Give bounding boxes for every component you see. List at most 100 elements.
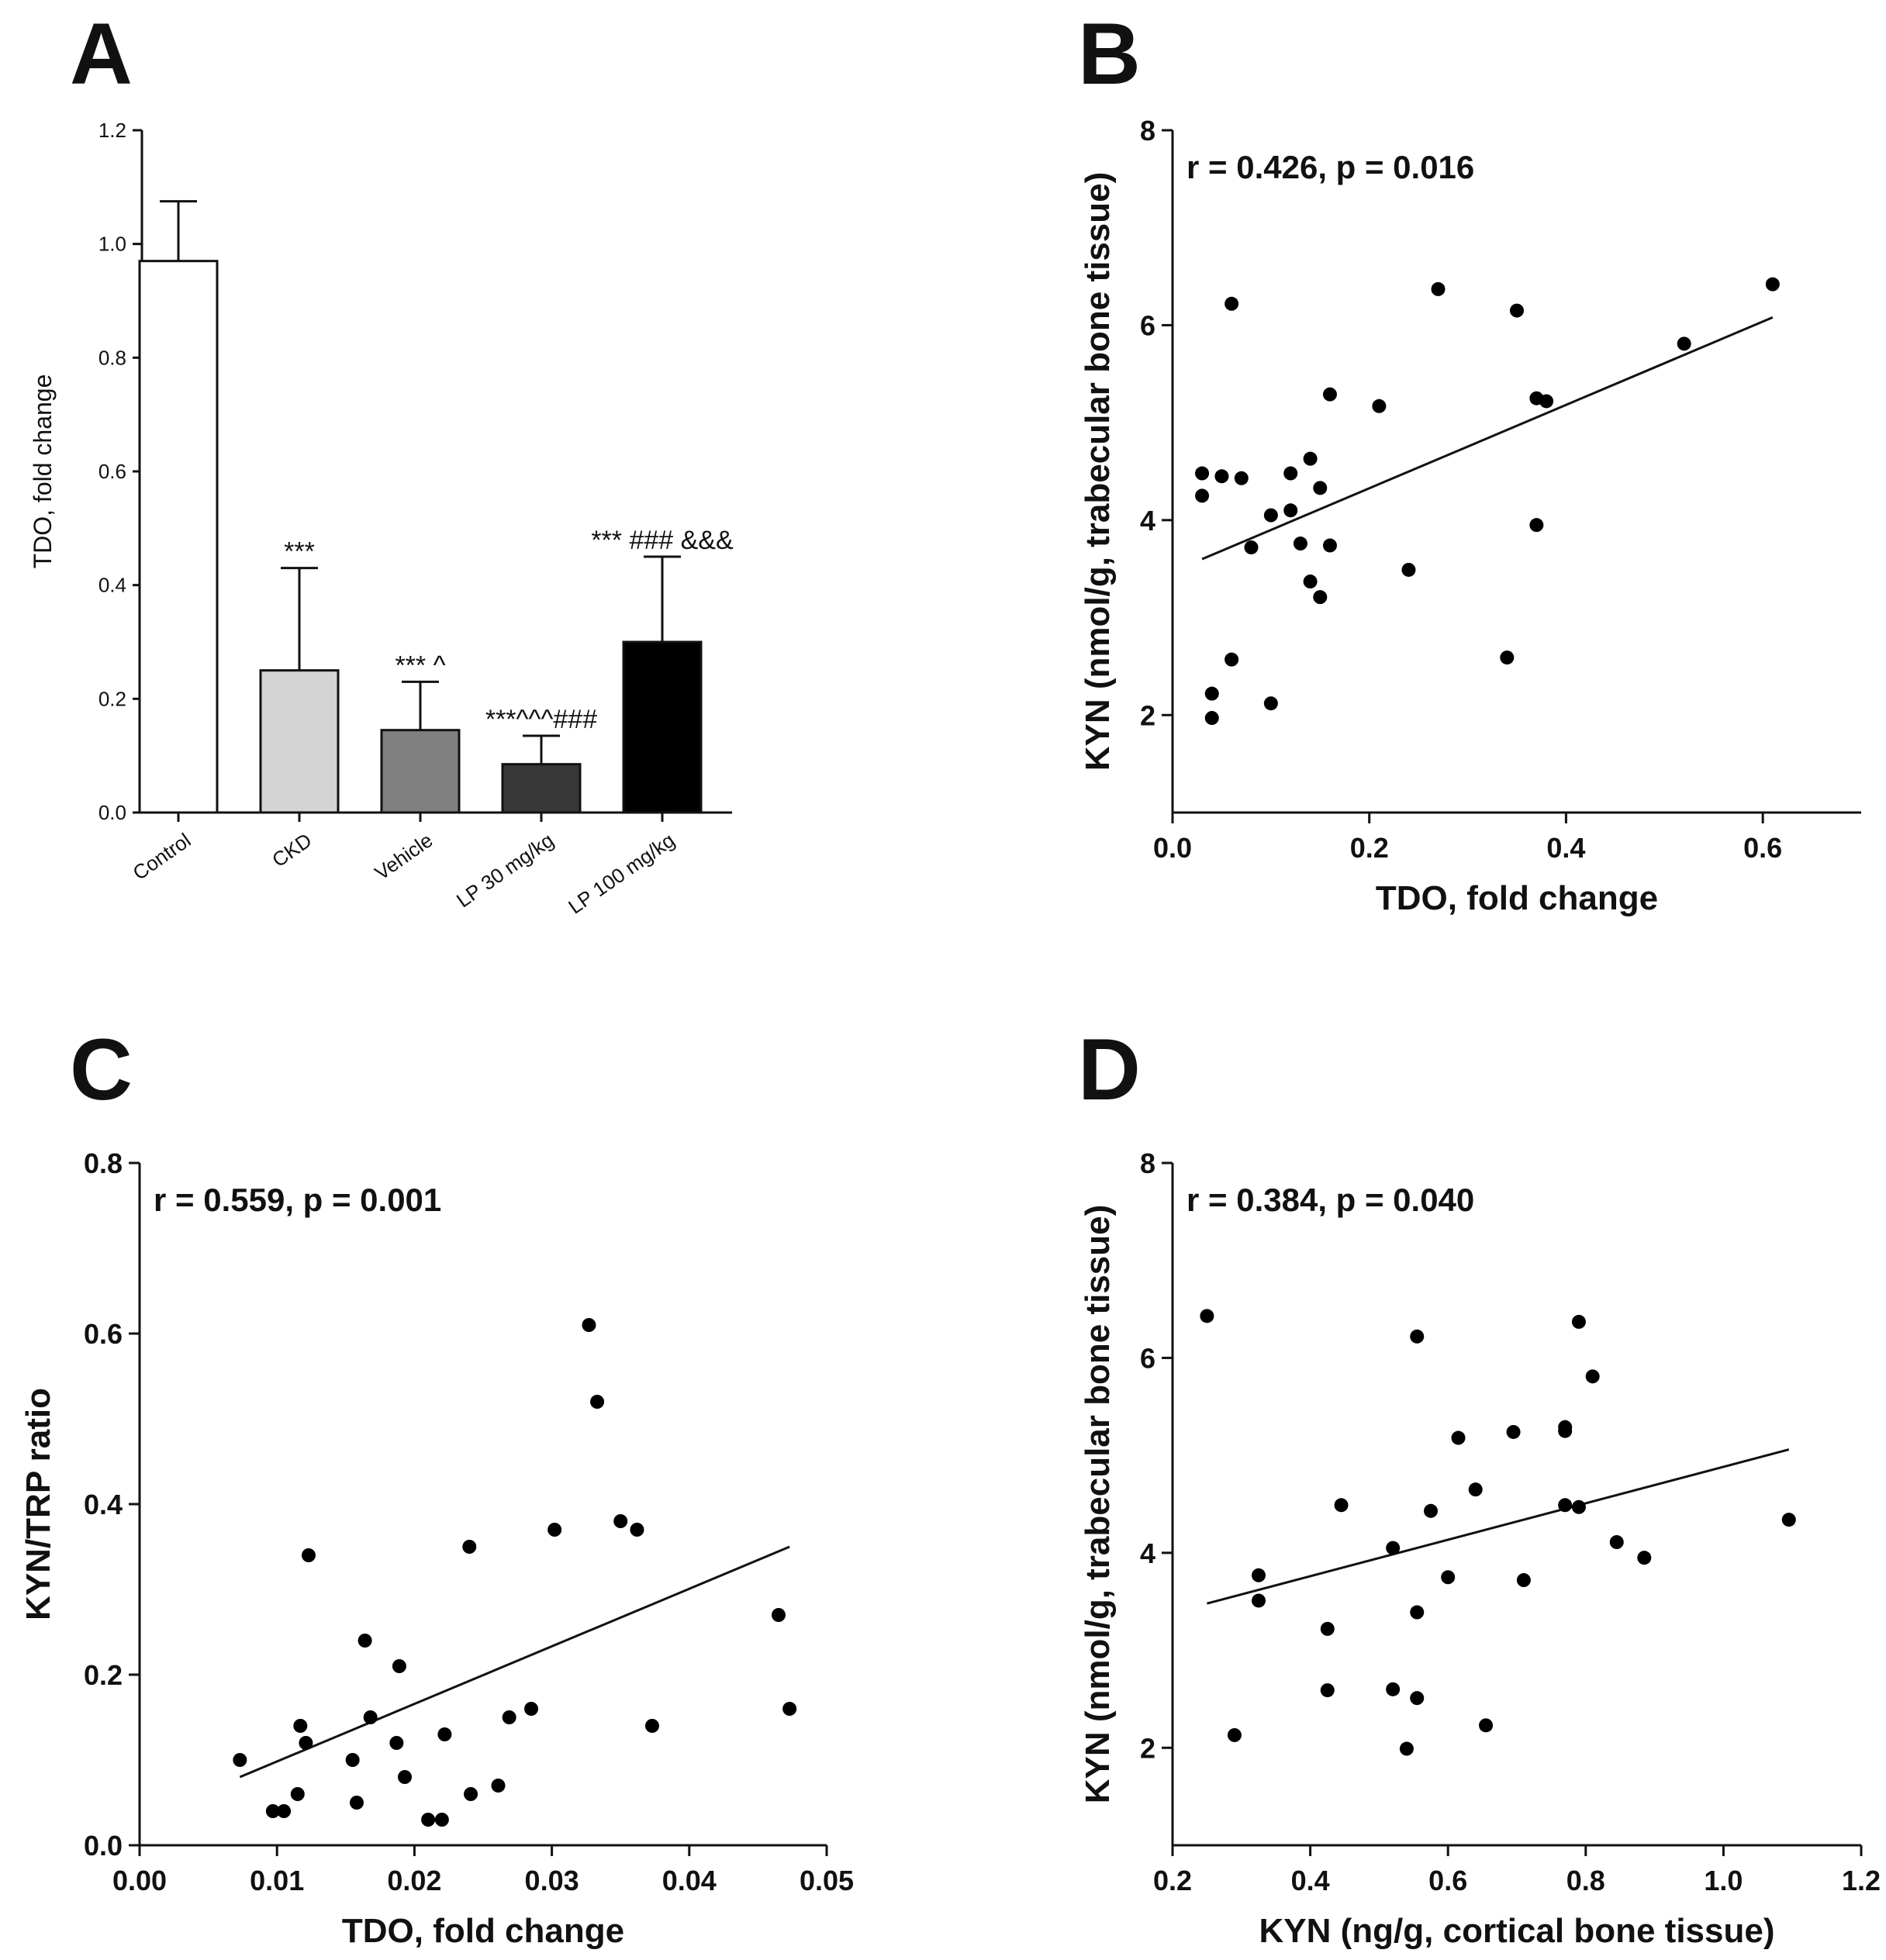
data-point-d bbox=[1399, 1741, 1414, 1756]
data-point-b bbox=[1244, 540, 1259, 555]
data-point-d bbox=[1585, 1369, 1600, 1384]
data-point-c bbox=[630, 1523, 644, 1537]
data-point-c bbox=[345, 1753, 360, 1767]
x-tick-label-b: 0.6 bbox=[1743, 832, 1782, 864]
y-tick-label-c: 0.0 bbox=[84, 1830, 123, 1862]
y-axis-label-b: KYN (nmol/g, trabecular bone tissue) bbox=[1079, 172, 1117, 771]
y-tick-label-d: 4 bbox=[1140, 1537, 1155, 1569]
y-tick-label-a: 1.0 bbox=[98, 233, 126, 256]
data-point-b bbox=[1765, 277, 1780, 292]
data-point-c bbox=[421, 1813, 436, 1827]
data-point-c bbox=[290, 1787, 305, 1801]
x-tick-label-a: Vehicle bbox=[371, 828, 437, 885]
y-axis-label-d: KYN (nmol/g, trabecular bone tissue) bbox=[1079, 1205, 1117, 1804]
data-point-b bbox=[1214, 469, 1229, 484]
data-point-b bbox=[1234, 471, 1249, 485]
data-point-d bbox=[1386, 1682, 1401, 1696]
x-tick-label-d: 1.0 bbox=[1704, 1865, 1743, 1896]
data-point-b bbox=[1372, 399, 1387, 413]
data-point-d bbox=[1334, 1498, 1349, 1513]
data-point-b bbox=[1677, 336, 1691, 351]
y-tick-label-c: 0.2 bbox=[84, 1659, 123, 1691]
data-point-c bbox=[644, 1719, 659, 1733]
data-point-c bbox=[524, 1702, 539, 1716]
x-tick-label-d: 1.2 bbox=[1842, 1865, 1881, 1896]
x-tick-label-c: 0.05 bbox=[800, 1865, 854, 1896]
data-point-c bbox=[434, 1813, 449, 1827]
data-point-d bbox=[1441, 1570, 1456, 1585]
data-point-d bbox=[1252, 1568, 1266, 1582]
bar bbox=[259, 669, 340, 814]
data-point-c bbox=[349, 1796, 364, 1810]
regression-line-c bbox=[239, 1545, 790, 1779]
data-point-b bbox=[1195, 488, 1210, 503]
data-point-b bbox=[1204, 711, 1219, 726]
y-tick-label-c: 0.6 bbox=[84, 1318, 123, 1350]
data-point-b bbox=[1313, 481, 1328, 495]
data-point-c bbox=[301, 1548, 316, 1562]
x-axis-label-d: KYN (ng/g, cortical bone tissue) bbox=[1259, 1912, 1775, 1950]
panel-label-d: D bbox=[1078, 1021, 1141, 1118]
data-point-b bbox=[1283, 503, 1298, 518]
y-tick-label-a: 0.2 bbox=[98, 687, 126, 710]
data-point-d bbox=[1227, 1727, 1242, 1742]
data-point-d bbox=[1637, 1551, 1652, 1565]
data-point-b bbox=[1529, 518, 1544, 533]
data-point-d bbox=[1479, 1718, 1494, 1733]
data-point-b bbox=[1510, 303, 1524, 318]
data-point-b bbox=[1322, 538, 1337, 553]
data-point-d bbox=[1506, 1424, 1521, 1439]
data-point-c bbox=[397, 1770, 412, 1784]
y-axis-label-a: TDO, fold change bbox=[29, 374, 57, 569]
significance-annotation: *** bbox=[284, 537, 315, 567]
data-point-c bbox=[464, 1787, 478, 1801]
data-point-c bbox=[358, 1634, 372, 1648]
y-tick-label-a: 0.6 bbox=[98, 460, 126, 483]
data-point-c bbox=[590, 1395, 605, 1409]
data-point-b bbox=[1283, 466, 1298, 481]
data-point-c bbox=[462, 1540, 477, 1554]
x-tick-label-c: 0.03 bbox=[525, 1865, 579, 1896]
data-point-b bbox=[1401, 562, 1416, 577]
data-point-c bbox=[277, 1804, 292, 1818]
correlation-stat-b: r = 0.426, p = 0.016 bbox=[1187, 149, 1474, 185]
data-point-d bbox=[1468, 1482, 1483, 1497]
data-point-d bbox=[1410, 1691, 1425, 1706]
data-point-c bbox=[392, 1659, 406, 1673]
data-point-d bbox=[1558, 1420, 1573, 1434]
significance-annotation: *** ^ bbox=[395, 650, 445, 680]
data-point-c bbox=[582, 1318, 596, 1332]
y-tick-label-a: 0.0 bbox=[98, 801, 126, 824]
y-tick-label-a: 1.2 bbox=[98, 119, 126, 142]
data-point-c bbox=[299, 1736, 313, 1750]
panel-b-scatter: 2 4 6 8 0.0 0.2 0.4 0.6 TDO, fold change KYN (nmo… bbox=[1079, 115, 1861, 917]
data-point-c bbox=[771, 1608, 786, 1622]
data-point-b bbox=[1303, 451, 1318, 466]
data-point-c bbox=[502, 1710, 516, 1724]
data-point-b bbox=[1263, 696, 1278, 711]
data-point-b bbox=[1303, 575, 1318, 589]
y-tick-label-b: 6 bbox=[1140, 309, 1155, 341]
data-point-d bbox=[1320, 1683, 1335, 1698]
data-point-c bbox=[293, 1719, 308, 1733]
y-tick-label-c: 0.8 bbox=[84, 1147, 123, 1179]
data-point-c bbox=[491, 1779, 506, 1793]
x-axis-label-b: TDO, fold change bbox=[1376, 879, 1658, 917]
y-tick-label-d: 8 bbox=[1140, 1147, 1155, 1179]
data-point-c bbox=[265, 1804, 280, 1818]
x-axis-label-c: TDO, fold change bbox=[342, 1912, 624, 1950]
data-point-d bbox=[1571, 1314, 1586, 1329]
significance-annotation: *** ### &&& bbox=[591, 526, 734, 555]
data-point-b bbox=[1225, 652, 1239, 667]
data-point-d bbox=[1410, 1329, 1425, 1344]
data-point-b bbox=[1204, 686, 1219, 701]
data-point-b bbox=[1195, 466, 1210, 481]
bar bbox=[138, 260, 219, 814]
data-point-d bbox=[1252, 1593, 1266, 1608]
data-point-d bbox=[1410, 1605, 1425, 1620]
y-tick-label-b: 8 bbox=[1140, 115, 1155, 147]
data-point-d bbox=[1571, 1499, 1586, 1514]
x-tick-label-b: 0.4 bbox=[1546, 832, 1585, 864]
y-axis-label-c: KYN/TRP ratio bbox=[19, 1388, 57, 1620]
data-point-b bbox=[1322, 387, 1337, 402]
